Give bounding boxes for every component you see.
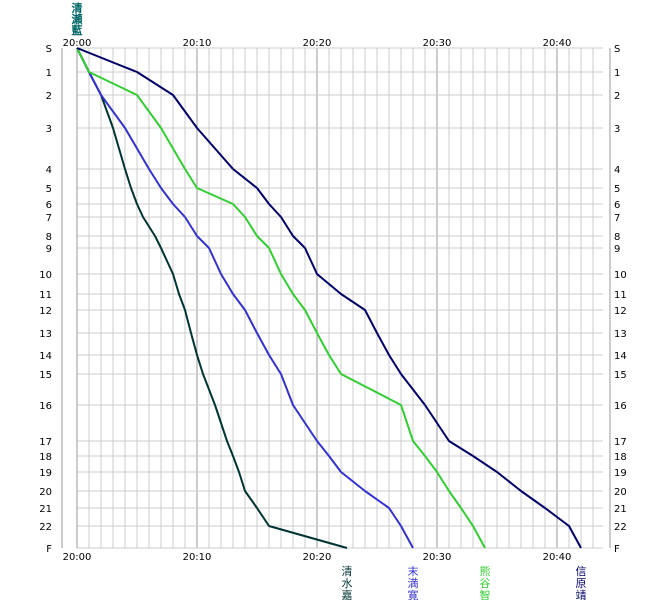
chart-grid	[76, 47, 603, 549]
station-label-right: 12	[614, 306, 627, 317]
series-name-char: 谷	[480, 577, 491, 590]
station-label-left: 3	[46, 124, 52, 135]
station-label-right: 5	[614, 184, 620, 195]
series-name-char: 寛	[408, 588, 419, 600]
station-label-right: 2	[614, 91, 620, 102]
station-label-right: 10	[614, 270, 627, 281]
station-label-right: 6	[614, 200, 620, 211]
x-tick-label: 20:00	[63, 38, 92, 49]
series-name-char: 信	[576, 565, 587, 578]
x-tick-label: 20:20	[303, 552, 332, 563]
station-label-right: 22	[614, 522, 627, 533]
series-name-char: 清	[342, 565, 353, 578]
station-label-right: 13	[614, 329, 627, 340]
station-label-right: 19	[614, 468, 627, 479]
station-label-left: 6	[46, 200, 52, 211]
station-label-left: 13	[39, 329, 52, 340]
series-name-char: 満	[408, 577, 419, 590]
series-name-char: 嘉	[342, 588, 353, 600]
station-label-right: S	[614, 44, 620, 55]
series-line	[76, 47, 414, 549]
series-line	[76, 47, 582, 549]
start-label-char: 藍	[72, 23, 83, 37]
station-label-left: 8	[46, 232, 52, 243]
station-label-right: 9	[614, 244, 620, 255]
station-label-left: 10	[39, 270, 52, 281]
station-label-right: 8	[614, 232, 620, 243]
station-label-left: 20	[39, 487, 52, 498]
station-label-left: 16	[39, 401, 52, 412]
station-label-left: 1	[46, 68, 52, 79]
series-name-char: 熊	[480, 564, 491, 578]
series-name-char: 原	[576, 577, 587, 590]
station-label-left: 7	[46, 213, 52, 224]
station-label-right: 14	[614, 351, 627, 362]
start-label-char: 清	[72, 1, 83, 15]
x-tick-label: 20:10	[183, 552, 212, 563]
x-tick-label: 20:00	[63, 552, 92, 563]
station-label-left: 18	[39, 452, 52, 463]
station-label-left: S	[46, 44, 52, 55]
series-name-char: 智	[480, 588, 491, 600]
station-label-right: 7	[614, 213, 620, 224]
station-label-left: 21	[39, 504, 52, 515]
station-label-left: 12	[39, 306, 52, 317]
station-label-right: 15	[614, 370, 627, 381]
station-label-left: 9	[46, 244, 52, 255]
x-tick-label: 20:40	[543, 38, 572, 49]
station-label-right: 1	[614, 68, 620, 79]
station-label-left: 19	[39, 468, 52, 479]
series-name-char: 靖	[576, 589, 587, 600]
station-label-right: 17	[614, 437, 627, 448]
station-label-left: 22	[39, 522, 52, 533]
series-lines	[76, 47, 582, 549]
station-label-right: 11	[614, 290, 627, 301]
station-label-right: 4	[614, 165, 620, 176]
station-label-right: F	[614, 544, 620, 555]
station-label-left: F	[46, 544, 52, 555]
series-name-char: 末	[408, 564, 419, 578]
series-name-char: 水	[342, 577, 353, 590]
x-tick-label: 20:30	[423, 552, 452, 563]
x-tick-label: 20:40	[543, 552, 572, 563]
station-label-left: 2	[46, 91, 52, 102]
station-label-right: 3	[614, 124, 620, 135]
station-label-left: 4	[46, 165, 52, 176]
series-line	[76, 47, 486, 549]
x-tick-label: 20:30	[423, 38, 452, 49]
axis-ticks: 20:00 20:00 20:10 20:10 20:20 20:20 20:30 20:30…	[39, 38, 626, 563]
station-label-right: 20	[614, 487, 627, 498]
series-line	[76, 47, 348, 549]
start-label-char: 瀬	[72, 12, 83, 26]
station-label-right: 16	[614, 401, 627, 412]
plot-frame	[61, 48, 611, 548]
station-label-left: 17	[39, 437, 52, 448]
station-label-right: 21	[614, 504, 627, 515]
station-label-left: 15	[39, 370, 52, 381]
station-label-left: 11	[39, 290, 52, 301]
station-label-left: 14	[39, 351, 52, 362]
x-tick-label: 20:10	[183, 38, 212, 49]
station-label-right: 18	[614, 452, 627, 463]
x-tick-label: 20:20	[303, 38, 332, 49]
station-label-left: 5	[46, 184, 52, 195]
